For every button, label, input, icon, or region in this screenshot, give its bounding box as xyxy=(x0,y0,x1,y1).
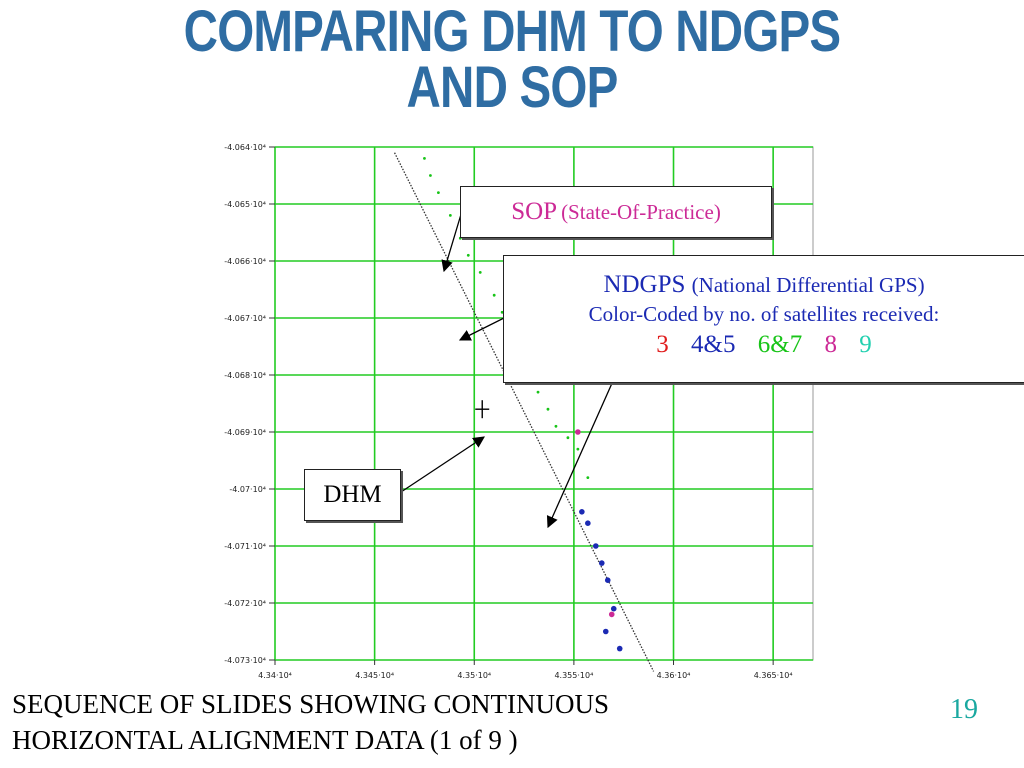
data-point xyxy=(466,253,470,257)
data-point xyxy=(429,174,432,177)
data-point xyxy=(423,157,426,160)
data-point xyxy=(602,628,609,635)
data-point xyxy=(579,509,585,515)
caption-line-2: HORIZONTAL ALIGNMENT DATA (1 of 9 ) xyxy=(12,725,518,755)
slide-title: COMPARING DHM TO NDGPS AND SOP xyxy=(92,0,932,120)
ndgps-color-code-note: Color-Coded by no. of satellites receive… xyxy=(588,302,940,326)
y-tick-label: -4.065·10⁴ xyxy=(224,200,266,209)
callout-arrows xyxy=(397,210,614,529)
ndgps-label: NDGPS xyxy=(603,271,686,298)
ndgps-arrow-upper xyxy=(458,314,511,341)
dhm-callout: DHM xyxy=(304,469,401,521)
data-point xyxy=(604,577,611,583)
y-tick-label: -4.064·10⁴ xyxy=(224,143,266,152)
axis-ticks: 4.34·10⁴ 4.345·10⁴ 4.35·10⁴ 4.355·10⁴ 4.36·1… xyxy=(224,143,792,680)
data-point xyxy=(536,390,540,394)
ndgps-arrow-lower xyxy=(546,380,614,529)
x-tick-label: 4.34·10⁴ xyxy=(258,671,292,680)
data-point xyxy=(478,271,482,274)
data-point xyxy=(598,560,605,566)
data-point xyxy=(585,520,591,526)
data-point xyxy=(554,424,558,428)
dhm-arrow xyxy=(397,436,485,495)
ndgps-detail: (National Differential GPS) xyxy=(691,273,925,297)
y-tick-label: -4.071·10⁴ xyxy=(224,542,266,551)
sop-arrow xyxy=(441,210,463,273)
satellite-legend: 3 4&5 6&7 8 9 xyxy=(504,328,1024,362)
data-point xyxy=(566,436,570,440)
title-line-1: COMPARING DHM TO NDGPS xyxy=(183,0,841,64)
dhm-reference-line xyxy=(393,152,655,672)
data-point xyxy=(575,429,581,435)
sop-detail: (State-Of-Practice) xyxy=(561,200,721,224)
data-point xyxy=(608,611,615,618)
y-tick-label: -4.073·10⁴ xyxy=(224,656,266,665)
title-line-2: AND SOP xyxy=(406,55,619,120)
data-point xyxy=(546,407,550,411)
x-tick-label: 4.36·10⁴ xyxy=(657,671,691,680)
data-point xyxy=(593,543,599,549)
x-tick-label: 4.345·10⁴ xyxy=(355,671,394,680)
y-tick-label: -4.066·10⁴ xyxy=(224,257,266,266)
x-tick-label: 4.35·10⁴ xyxy=(457,671,491,680)
slide-caption: SEQUENCE OF SLIDES SHOWING CONTINUOUS HO… xyxy=(12,686,609,758)
y-tick-label: -4.072·10⁴ xyxy=(224,599,266,608)
x-tick-label: 4.365·10⁴ xyxy=(754,671,793,680)
data-point xyxy=(436,191,440,195)
sop-callout: SOP (State-Of-Practice) xyxy=(460,186,772,238)
legend-item-8: 8 xyxy=(824,331,837,358)
data-point xyxy=(586,476,590,479)
data-point xyxy=(576,447,580,451)
legend-item-3: 3 xyxy=(656,331,669,358)
y-tick-label: -4.069·10⁴ xyxy=(224,428,266,437)
page-number: 19 xyxy=(950,694,978,725)
dhm-line xyxy=(393,152,655,672)
legend-item-6-7: 6&7 xyxy=(757,331,803,358)
y-tick-label: -4.07·10⁴ xyxy=(229,485,266,494)
y-tick-label: -4.068·10⁴ xyxy=(224,371,266,380)
ndgps-callout: NDGPS (National Differential GPS) Color-… xyxy=(503,255,1024,383)
dhm-label: DHM xyxy=(323,481,382,508)
legend-item-9: 9 xyxy=(859,331,872,358)
y-tick-label: -4.067·10⁴ xyxy=(224,314,266,323)
data-point xyxy=(610,605,617,612)
data-point xyxy=(492,293,496,297)
data-point xyxy=(500,310,504,314)
sop-label: SOP xyxy=(511,198,558,225)
data-point xyxy=(616,645,623,652)
data-point xyxy=(448,214,452,217)
caption-line-1: SEQUENCE OF SLIDES SHOWING CONTINUOUS xyxy=(12,689,610,719)
x-tick-label: 4.355·10⁴ xyxy=(554,671,593,680)
legend-item-4-5: 4&5 xyxy=(691,331,736,358)
